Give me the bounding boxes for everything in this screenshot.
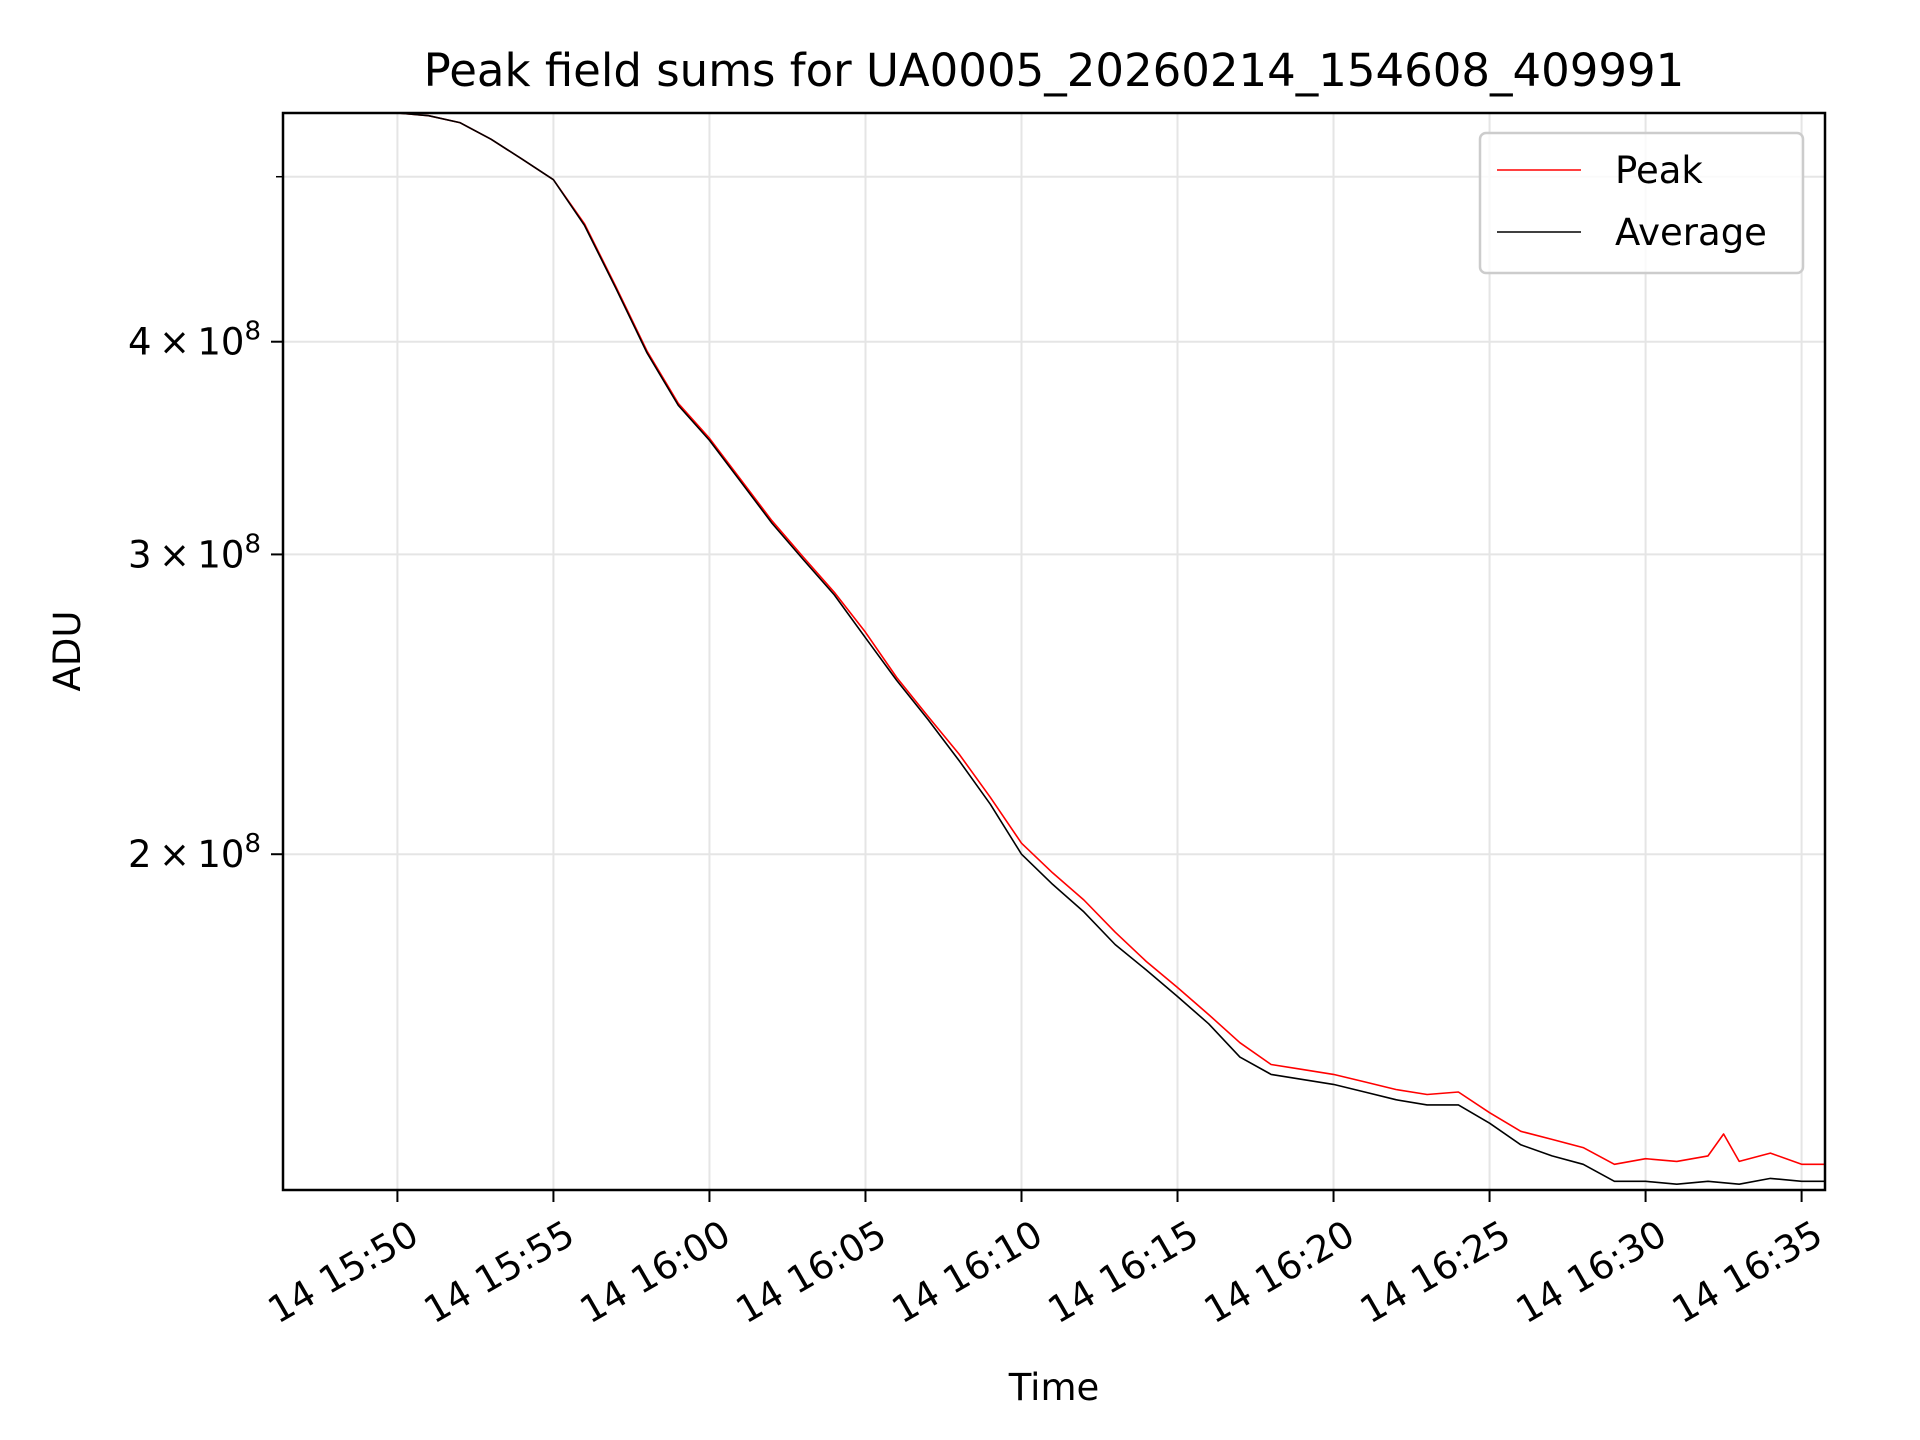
legend-box — [1478, 131, 1805, 275]
x-tick-label: 14 16:05 — [729, 1212, 894, 1332]
chart-title: Peak field sums for UA0005_20260214_1546… — [424, 44, 1685, 97]
y-tick-label-exponent: 8 — [244, 829, 261, 859]
y-tick-label-exponent: 8 — [244, 529, 261, 559]
x-tick-label: 14 16:25 — [1353, 1212, 1518, 1332]
x-axis-label: Time — [1008, 1366, 1100, 1409]
y-tick-label-exponent: 8 — [244, 317, 261, 347]
grid-lines — [283, 113, 1825, 1190]
legend: Peak Average — [1478, 131, 1805, 275]
x-tick-label: 14 16:20 — [1197, 1212, 1362, 1332]
legend-peak-label: Peak — [1615, 149, 1703, 192]
x-tick-label: 14 16:15 — [1041, 1212, 1206, 1332]
y-tick-label: 4 × 108 — [128, 317, 261, 364]
x-tick-label: 14 15:55 — [417, 1212, 582, 1332]
x-tick-label: 14 16:00 — [573, 1212, 738, 1332]
x-tick-label: 14 16:10 — [885, 1212, 1050, 1332]
y-tick-label-base: 3 × 10 — [128, 533, 244, 576]
series-lines — [283, 112, 1825, 1185]
y-tick-label-base: 4 × 10 — [128, 321, 244, 364]
y-tick-label: 3 × 108 — [128, 529, 261, 576]
series-line-average — [283, 112, 1825, 1185]
x-tick-label: 14 16:30 — [1509, 1212, 1674, 1332]
y-axis-label: ADU — [46, 611, 89, 692]
y-tick-label-base: 2 × 10 — [128, 833, 244, 876]
y-tick-label: 2 × 108 — [128, 829, 261, 876]
x-tick-label: 14 15:50 — [261, 1212, 426, 1332]
plot-area-frame — [281, 111, 1827, 1192]
legend-average-label: Average — [1615, 211, 1767, 254]
x-tick-label: 14 16:35 — [1665, 1212, 1830, 1332]
